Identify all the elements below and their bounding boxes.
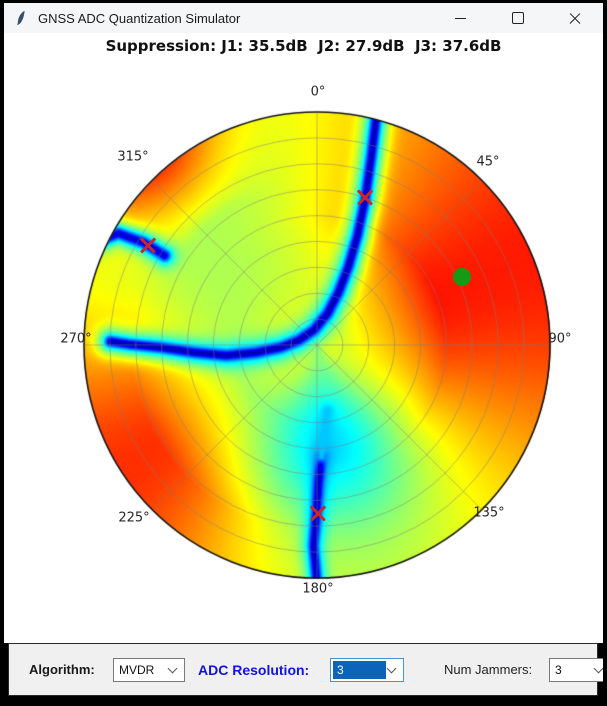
chevron-down-icon xyxy=(593,663,604,674)
close-button[interactable] xyxy=(546,3,603,33)
window-border-right xyxy=(603,0,607,706)
polar-angle-label: 90° xyxy=(548,331,572,347)
polar-angle-label: 270° xyxy=(60,331,92,347)
maximize-icon xyxy=(511,12,524,24)
satellite-marker xyxy=(453,268,471,286)
num-jammers-select[interactable]: 3 xyxy=(549,658,607,682)
jammer-marker xyxy=(354,186,376,208)
tk-feather-icon xyxy=(17,10,25,26)
chevron-down-icon xyxy=(167,663,178,674)
plot-title: Suppression: J1: 35.5dB J2: 27.9dB J3: 3… xyxy=(105,37,502,55)
adc-resolution-select[interactable]: 3 xyxy=(330,658,404,682)
algorithm-value: MVDR xyxy=(119,663,155,677)
num-jammers-value: 3 xyxy=(555,663,562,677)
window-border-left xyxy=(0,0,4,706)
num-jammers-label: Num Jammers: xyxy=(444,662,533,677)
minimize-icon xyxy=(455,17,466,19)
maximize-button[interactable] xyxy=(489,3,546,33)
polar-beampattern-canvas xyxy=(0,33,607,643)
polar-angle-label: 0° xyxy=(310,84,326,100)
window-border-top xyxy=(0,0,607,3)
polar-angle-label: 45° xyxy=(476,154,500,170)
adc-resolution-label: ADC Resolution: xyxy=(198,661,310,678)
polar-angle-label: 135° xyxy=(473,505,505,521)
jammer-marker xyxy=(137,234,159,256)
polar-angle-label: 225° xyxy=(118,510,150,526)
window-title: GNSS ADC Quantization Simulator xyxy=(38,10,241,26)
caption-buttons xyxy=(432,3,603,33)
adc-resolution-value: 3 xyxy=(333,661,386,679)
minimize-button[interactable] xyxy=(432,3,489,33)
close-icon xyxy=(569,12,581,24)
algorithm-select[interactable]: MVDR xyxy=(113,658,185,682)
polar-angle-label: 180° xyxy=(302,581,334,597)
window-border-bottom xyxy=(0,697,607,706)
polar-angle-label: 315° xyxy=(117,149,149,165)
jammer-marker xyxy=(307,502,329,524)
controls-bar: Algorithm: MVDR ADC Resolution: 3 Num Ja… xyxy=(8,643,607,696)
chevron-down-icon xyxy=(386,663,397,674)
title-bar: GNSS ADC Quantization Simulator xyxy=(4,3,603,33)
algorithm-label: Algorithm: xyxy=(29,662,95,677)
